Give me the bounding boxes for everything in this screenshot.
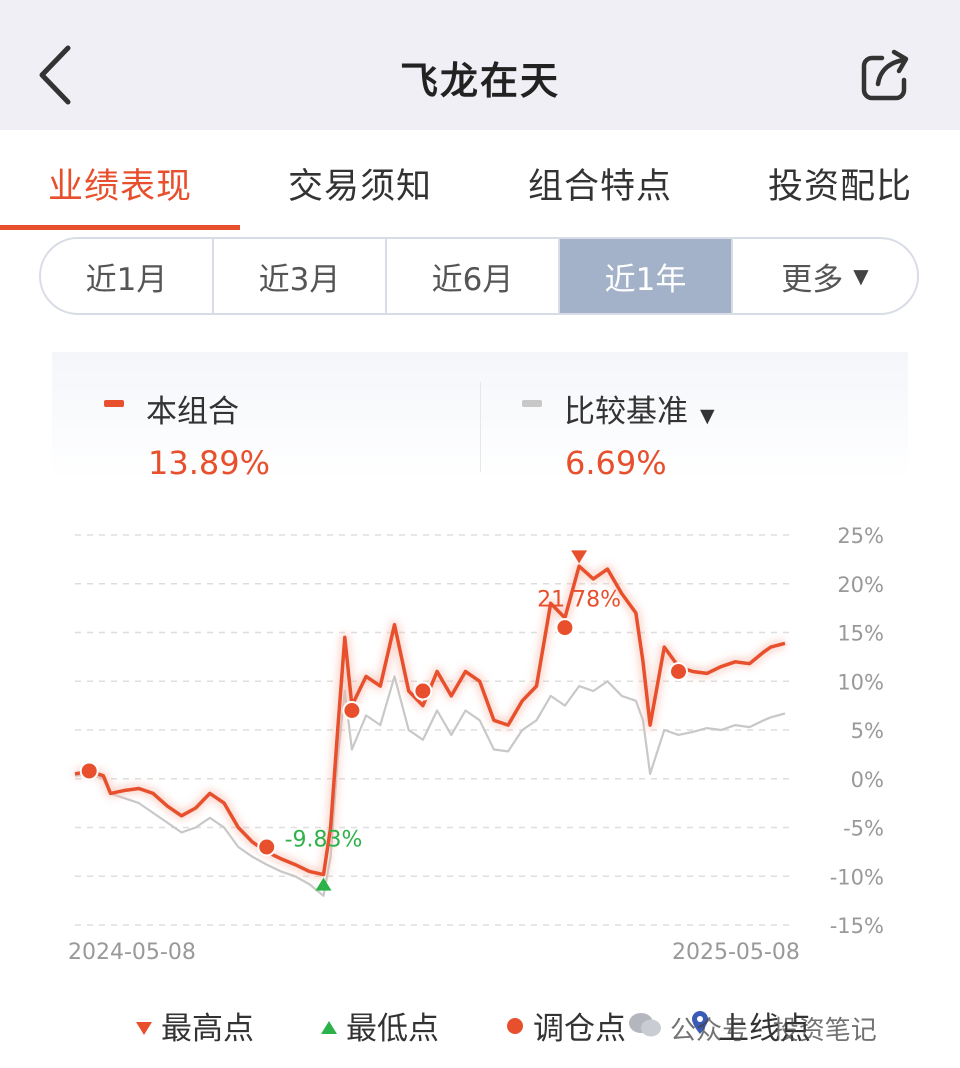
min-point-label: -9.83%: [285, 828, 363, 853]
portfolio-name: 本组合: [146, 394, 239, 430]
watermark-text: 公众号 · 投资笔记: [670, 1016, 877, 1046]
chart-series: [74, 561, 787, 897]
y-tick-label: -5%: [843, 817, 884, 841]
page-title: 飞龙在天: [399, 59, 560, 103]
legend-max-point: 最高点: [135, 1003, 254, 1048]
dot-icon: [505, 1008, 525, 1044]
share-icon[interactable]: [856, 46, 916, 106]
triangle-down-icon: [135, 1008, 153, 1044]
rebalance-point: [342, 701, 362, 720]
range-label: 近1月: [85, 261, 168, 298]
location-pin-icon: [690, 1008, 710, 1044]
rebalance-point: [413, 681, 433, 701]
y-tick-label: 10%: [837, 670, 884, 694]
portfolio-line: [74, 564, 786, 877]
legend-label: 调仓点: [533, 1011, 626, 1047]
caret-down-icon: ▼: [853, 264, 869, 288]
caret-down-icon: ▼: [700, 405, 715, 427]
benchmark-return: 6.69%: [565, 444, 667, 482]
legend-label: 最高点: [161, 1011, 254, 1047]
range-more-dropdown[interactable]: 更多 ▼: [733, 239, 917, 313]
y-tick-label: 5%: [851, 719, 884, 743]
portfolio-line-glow: [74, 561, 787, 880]
y-tick-label: 0%: [851, 768, 884, 792]
legend-rebalance-point: 调仓点: [505, 1003, 626, 1048]
legend-label: 上线点: [718, 1011, 811, 1047]
tab-allocation[interactable]: 投资配比: [767, 167, 912, 207]
portfolio-return: 13.89%: [148, 444, 271, 482]
active-tab-indicator: [0, 225, 240, 230]
chart-markers: 21.78% -9.83%: [79, 550, 688, 891]
performance-chart: 25% 20% 15% 10% 5% 0% -5% -10% -15% 21.78% -9.83%: [74, 524, 884, 938]
rebalance-point: [257, 837, 277, 857]
rebalance-point: [669, 662, 688, 681]
divider: [480, 382, 481, 472]
max-point-label: 21.78%: [537, 587, 621, 612]
range-label: 更多: [781, 261, 844, 298]
y-tick-label: -15%: [830, 914, 884, 938]
max-point-marker: [571, 550, 588, 564]
y-tick-label: 25%: [837, 524, 884, 548]
chevron-left-icon[interactable]: [30, 40, 80, 110]
legend-label: 最低点: [346, 1011, 439, 1047]
y-tick-label: 20%: [837, 573, 884, 597]
benchmark-name: 比较基准: [564, 394, 688, 430]
range-label: 近6月: [431, 261, 514, 298]
benchmark-swatch: [522, 400, 542, 407]
y-tick-label: 15%: [837, 622, 884, 646]
benchmark-line: [74, 675, 786, 897]
wechat-icon: [628, 1011, 662, 1046]
range-3-months[interactable]: 近3月: [214, 239, 387, 313]
x-end-date: 2025-05-08: [672, 940, 800, 965]
tab-trading-notes[interactable]: 交易须知: [287, 167, 432, 207]
tab-performance[interactable]: 业绩表现: [47, 167, 192, 207]
tab-bar: 业绩表现 交易须知 组合特点 投资配比: [0, 130, 960, 230]
range-1-year[interactable]: 近1年: [560, 239, 733, 313]
range-selector: 近1月 近3月 近6月 近1年 更多 ▼: [39, 237, 919, 315]
watermark: 公众号 · 投资笔记: [628, 1010, 877, 1047]
rebalance-point: [555, 618, 575, 638]
tab-portfolio-features[interactable]: 组合特点: [527, 167, 672, 207]
legend-launch-point: 上线点: [690, 1003, 811, 1048]
marker-legend: 最高点 最低点 调仓点 上线点: [0, 995, 960, 1055]
range-6-months[interactable]: 近6月: [387, 239, 560, 313]
return-summary-card: 本组合 13.89% 比较基准 ▼ 6.69%: [52, 352, 908, 482]
chart-grid: [75, 534, 790, 926]
legend-min-point: 最低点: [320, 1003, 439, 1048]
x-start-date: 2024-05-08: [68, 940, 196, 965]
triangle-up-icon: [320, 1008, 338, 1044]
min-point-marker: [315, 877, 332, 891]
range-label: 近1年: [604, 261, 687, 298]
nav-bar: 飞龙在天: [0, 0, 960, 130]
portfolio-swatch: [104, 400, 124, 407]
benchmark-selector[interactable]: 比较基准 ▼: [564, 386, 715, 431]
range-label: 近3月: [258, 261, 341, 298]
y-tick-label: -10%: [830, 865, 884, 889]
rebalance-point: [79, 761, 99, 781]
range-1-month[interactable]: 近1月: [41, 239, 214, 313]
y-axis-ticks: 25% 20% 15% 10% 5% 0% -5% -10% -15%: [830, 524, 884, 938]
